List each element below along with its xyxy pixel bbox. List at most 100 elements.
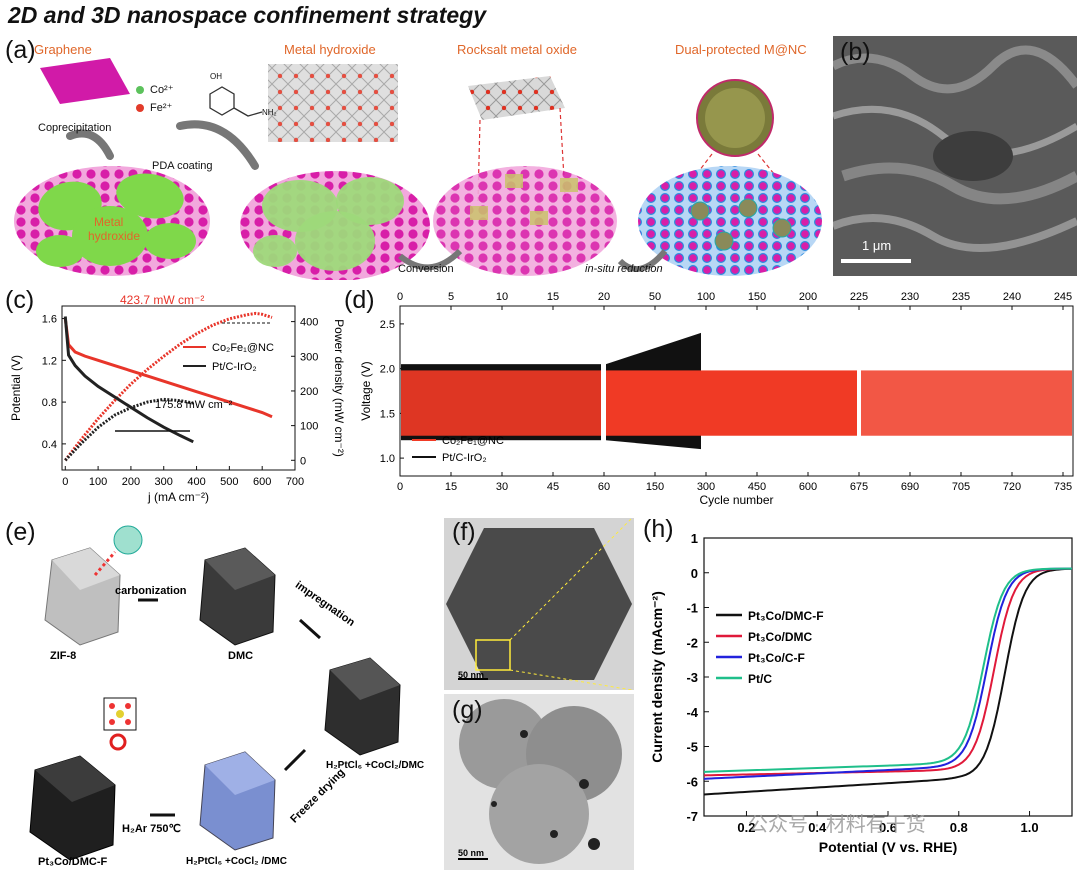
y-tick-label: -2	[686, 635, 698, 650]
freeze-dried-polyhedron	[199, 751, 276, 851]
ion-co: Co²⁺	[150, 84, 174, 96]
panel-a-schematic	[0, 36, 828, 281]
rocksalt-lattice	[468, 76, 565, 120]
panel-label-f: (f)	[452, 518, 476, 546]
legend-label-2: Pt₃Co/C-F	[748, 651, 805, 665]
y-tick-label: -6	[686, 774, 698, 789]
bottom-tick-label: 0	[397, 481, 403, 493]
legend-label-3: Pt/C	[748, 672, 772, 686]
bottom-tick-label: 45	[547, 481, 559, 493]
top-tick-label: 15	[547, 291, 559, 303]
legend-label-0: Pt₃Co/DMC-F	[748, 609, 824, 623]
series-co2fe1-block-3	[861, 370, 1072, 436]
series-line-1	[703, 567, 1073, 777]
plot-frame	[61, 305, 296, 471]
pt3co-polyhedron	[29, 733, 127, 861]
bottom-tick-label: 705	[952, 481, 970, 493]
y-tick-label: 0	[691, 566, 698, 581]
step-coprecipitation: Coprecipitation	[38, 122, 112, 134]
label-pt3co-dmc-f: Pt₃Co/DMC-F	[38, 856, 108, 868]
step-h2ar: H₂Ar 750℃	[122, 823, 181, 835]
step-pda-coating: PDA coating	[152, 160, 213, 172]
panel-label-a: (a)	[5, 36, 36, 64]
x-tick-label: 0	[62, 476, 68, 488]
panel-label-h: (h)	[643, 515, 674, 543]
top-tick-label: 245	[1054, 291, 1072, 303]
bottom-tick-label: 300	[697, 481, 715, 493]
x-axis-label: Potential (V vs. RHE)	[819, 839, 957, 855]
pt3co-unit-cell-icon	[103, 697, 137, 731]
stage-title-hydroxide: Metal hydroxide	[284, 42, 376, 57]
bottom-tick-label: 690	[901, 481, 919, 493]
tem-g-scale-label: 50 nm	[458, 848, 485, 858]
sem-texture	[833, 36, 1077, 276]
x-tick-label: 0.4	[808, 820, 827, 835]
top-tick-label: 230	[901, 291, 919, 303]
series-power-3	[64, 397, 194, 462]
series-power-1	[64, 311, 273, 462]
series-line-0	[703, 567, 1073, 796]
y-axis-label: Potential (V)	[9, 355, 23, 421]
y-tick-label: -4	[686, 705, 698, 720]
top-tick-label: 200	[799, 291, 817, 303]
x-tick-label: 0.6	[879, 820, 897, 835]
top-tick-label: 20	[598, 291, 610, 303]
bottom-tick-label: 720	[1003, 481, 1021, 493]
x-tick-label: 600	[253, 476, 271, 488]
label-freeze-dried: H₂PtCl₆ +CoCl₂ /DMC	[186, 856, 287, 867]
y2-tick-label: 300	[300, 351, 318, 363]
panel-label-e: (e)	[5, 518, 36, 546]
plot-frame	[399, 305, 1074, 477]
legend-label-1: Pt/C-IrO₂	[442, 452, 487, 464]
y-tick-label: -3	[686, 670, 698, 685]
x-tick-label: 1.0	[1020, 820, 1038, 835]
x-tick-label: 100	[89, 476, 107, 488]
x-axis-label: Cycle number	[699, 493, 773, 507]
chart-c-polarization: 0 100 200 300 400 500 600 700 0.4 0.8 1.2 1.6 0 100 20…	[9, 293, 346, 504]
top-tick-label: 5	[448, 291, 454, 303]
step-in-situ: in-situ reduction	[585, 263, 663, 275]
y2-tick-label: 200	[300, 386, 318, 398]
hydroxide-lattice	[268, 64, 398, 142]
top-tick-label: 0	[397, 291, 403, 303]
bottom-tick-label: 150	[646, 481, 664, 493]
legend-label-0: Co₂Fe₁@NC	[442, 435, 504, 447]
tem-f-texture	[444, 518, 634, 690]
bottom-tick-label: 735	[1054, 481, 1072, 493]
y-tick-label: 1.0	[380, 453, 395, 465]
legend-label-0: Co₂Fe₁@NC	[212, 342, 274, 354]
panel-label-b: (b)	[840, 38, 871, 66]
series-polarization-2	[63, 316, 194, 444]
top-tick-label: 235	[952, 291, 970, 303]
top-tick-label: 50	[649, 291, 661, 303]
series-co2fe1-block-2	[606, 370, 857, 436]
chart-h-lsv: 0.2 0.4 0.6 0.8 1.0 1 0 -1 -2 -3 -4 -5 -6 -7 Potential…	[649, 531, 1073, 855]
y-tick-label: -7	[686, 809, 698, 824]
y-tick-label: 1	[691, 531, 698, 546]
top-tick-label: 240	[1003, 291, 1021, 303]
x-tick-label: 0.2	[737, 820, 755, 835]
annotation-peak-ptc: 175.8 mW cm⁻²	[155, 399, 233, 411]
legend-label-1: Pt/C-IrO₂	[212, 361, 257, 373]
chart-d-cycling: 0 5 10 15 20 50 100 150 200 225 230 235 240 245 0 15 30 4…	[359, 291, 1074, 507]
stage-title-graphene: Graphene	[34, 42, 92, 57]
bottom-tick-label: 60	[598, 481, 610, 493]
panel-e-schematic	[29, 525, 401, 861]
ion-fe: Fe²⁺	[150, 102, 173, 114]
y-axis-label: Current density (mAcm⁻²)	[649, 591, 665, 763]
top-tick-label: 10	[496, 291, 508, 303]
y-tick-label: 0.4	[42, 439, 57, 451]
bottom-tick-label: 675	[850, 481, 868, 493]
annotation-peak-co2fe1: 423.7 mW cm⁻²	[120, 293, 204, 307]
panel-label-c: (c)	[5, 286, 35, 314]
step-conversion: Conversion	[398, 263, 454, 275]
series-line-3	[703, 567, 1073, 773]
oh-label: OH	[210, 72, 222, 81]
bottom-tick-label: 15	[445, 481, 457, 493]
sem-scale-bar-label: 1 μm	[862, 238, 892, 253]
stage-title-mnc: Dual-protected M@NC	[675, 42, 807, 57]
hydroxide-label-1: Metal	[94, 215, 124, 229]
x-tick-label: 400	[187, 476, 205, 488]
x-tick-label: 700	[286, 476, 304, 488]
y-tick-label: -1	[686, 601, 698, 616]
